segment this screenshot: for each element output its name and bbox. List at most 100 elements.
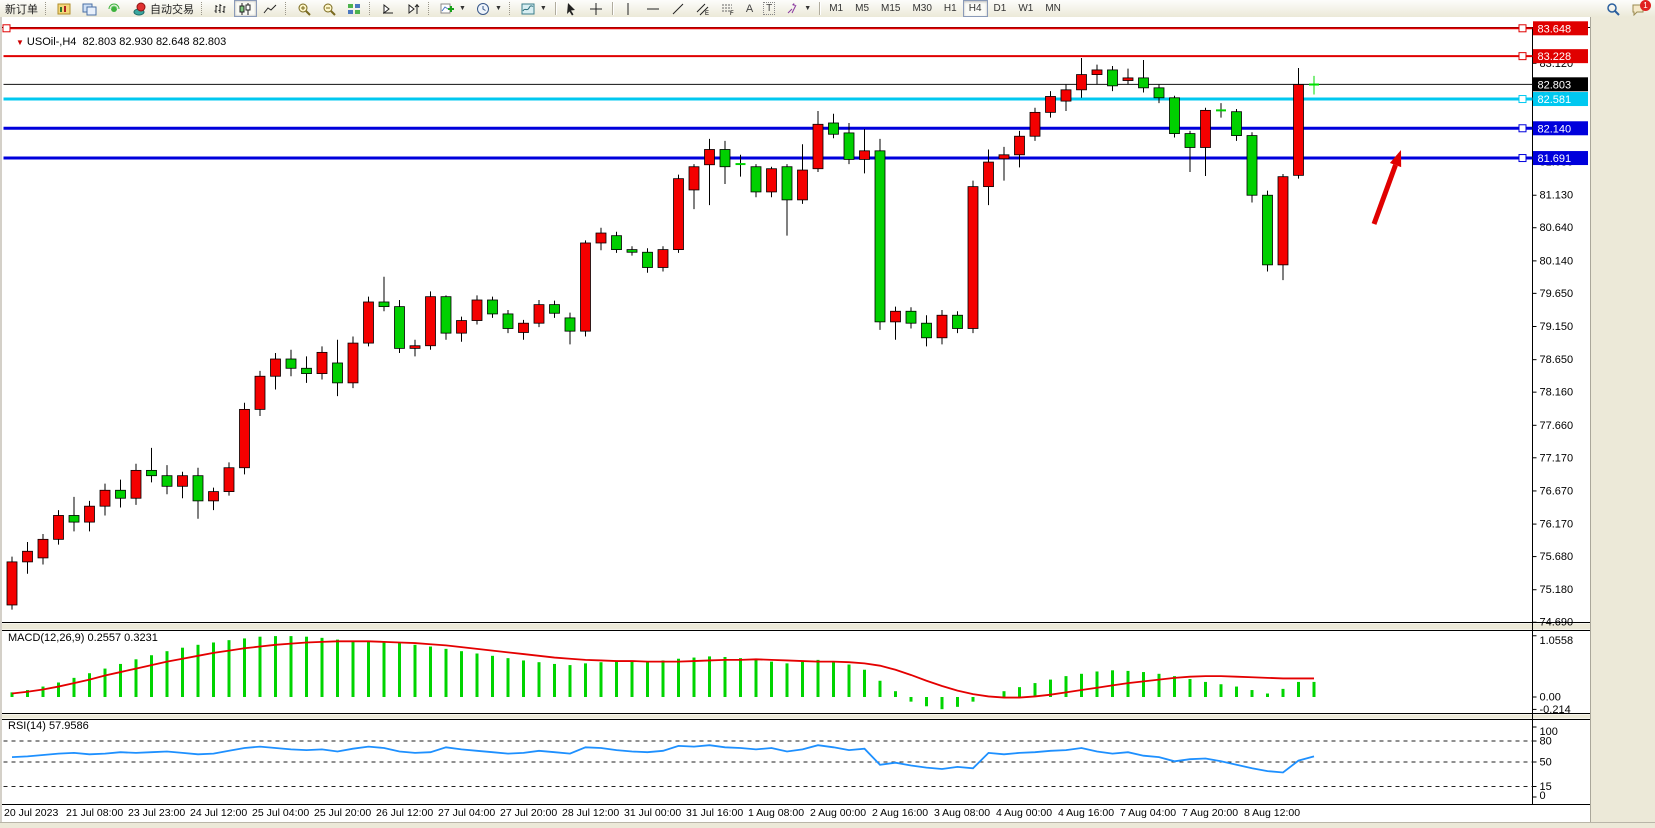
candle-body [642, 251, 653, 268]
arrows-button[interactable]: ▼ [781, 0, 815, 17]
rsi-line [11, 744, 1315, 774]
candle-body [37, 538, 49, 559]
macd-bar [1157, 673, 1161, 697]
market-watch-button[interactable] [78, 0, 101, 17]
candle-body [673, 178, 684, 251]
candle-body [440, 296, 452, 334]
timeframe-h4-button[interactable]: H4 [962, 0, 988, 17]
zoom-in-button[interactable] [293, 0, 316, 17]
candle-body [347, 342, 359, 384]
templates-button[interactable]: ▼ [517, 0, 551, 17]
text-icon: A [745, 2, 754, 15]
macd-bar [1049, 679, 1052, 697]
timeframe-w1-button[interactable]: W1 [1018, 3, 1034, 14]
macd-bar [878, 680, 882, 697]
price-chart[interactable]: 83.12082.63082.14081.63081.13080.64080.1… [2, 17, 1592, 822]
annotation-arrow-shaft [1371, 164, 1398, 225]
candle-body [611, 235, 622, 251]
timeframe-d1-button[interactable]: D1 [993, 3, 1007, 14]
macd-bar [847, 664, 851, 697]
channel-button[interactable]: E [692, 0, 715, 17]
trendline-button[interactable] [667, 0, 690, 17]
fibonacci-button[interactable]: F [717, 0, 740, 17]
macd-bar [227, 640, 231, 697]
add-indicator-button[interactable]: ▼ [436, 0, 470, 17]
timeframe-bar: M1 M5 M15 M30 H1 H4 D1 W1 MN [823, 0, 1067, 17]
horizontal-line-button[interactable] [642, 0, 665, 17]
price-badge-text: 82.140 [1538, 123, 1572, 135]
chart-window-button[interactable] [53, 0, 76, 17]
timeframe-m30-button[interactable]: M30 [912, 3, 932, 14]
macd-bar [1111, 670, 1114, 697]
candlestick-button[interactable] [234, 0, 257, 17]
candle-body [130, 469, 142, 499]
line-chart-button[interactable] [259, 0, 282, 17]
periods-button[interactable]: ▼ [472, 0, 506, 17]
toolbar-grip [369, 2, 374, 15]
signals-button[interactable] [103, 0, 126, 17]
toolbar: 新订单 自动交易 ▼ ▼ ▼ E F A T [0, 0, 1655, 18]
macd-bar [1281, 688, 1285, 697]
line-handle [1518, 124, 1527, 133]
candle-body [1169, 97, 1180, 134]
macd-bar [832, 661, 835, 697]
macd-bar [119, 663, 122, 697]
new-order-button[interactable]: 新订单 [1, 0, 42, 17]
candle-body [22, 550, 33, 563]
candle-body [983, 161, 994, 188]
time-label: 28 Jul 12:00 [562, 807, 619, 819]
text-label-button[interactable]: T [759, 0, 779, 17]
svg-text:77.660: 77.660 [1540, 420, 1574, 432]
search-button[interactable] [1602, 0, 1625, 17]
new-order-label: 新订单 [5, 3, 38, 16]
cursor-button[interactable] [560, 0, 583, 17]
candle-body [905, 310, 917, 324]
timeframe-m5-button[interactable]: M5 [855, 3, 870, 14]
candle-body [781, 166, 793, 201]
macd-bar [305, 636, 308, 697]
price-badge [1533, 21, 1588, 36]
candle-body [1045, 96, 1056, 113]
auto-scroll-button[interactable] [377, 0, 400, 17]
notifications-button[interactable]: 1 [1627, 0, 1651, 17]
candle-body [409, 345, 421, 349]
chart-shift-button[interactable] [402, 0, 425, 17]
vertical-line-button[interactable] [617, 0, 640, 17]
macd-bar [940, 697, 944, 710]
macd-bar [475, 653, 479, 697]
chart-window[interactable]: 83.12082.63082.14081.63081.13080.64080.1… [0, 17, 1592, 822]
toolbar-grip [201, 2, 206, 15]
text-button[interactable]: A [742, 0, 757, 17]
macd-bar [1266, 693, 1269, 697]
svg-text:-0.214: -0.214 [1540, 704, 1571, 716]
candle-body [1293, 84, 1304, 176]
macd-bar [522, 660, 525, 697]
candle-body [564, 317, 576, 332]
svg-text:75.680: 75.680 [1540, 551, 1574, 563]
timeframe-mn-button[interactable]: MN [1045, 3, 1061, 14]
candle-body [828, 122, 839, 135]
candle-body [316, 351, 328, 374]
bar-chart-button[interactable] [209, 0, 232, 17]
timeframe-m1-button[interactable]: M1 [829, 3, 844, 14]
candle-body [425, 296, 436, 347]
macd-bar [816, 659, 820, 697]
auto-trading-button[interactable]: 自动交易 [128, 0, 198, 17]
macd-bar [72, 677, 76, 697]
timeframe-m15-button[interactable]: M15 [881, 3, 901, 14]
chart-window-icon [57, 2, 72, 16]
crosshair-button[interactable] [585, 0, 608, 17]
tile-windows-button[interactable] [343, 0, 366, 17]
price-badge [1533, 151, 1588, 166]
timeframe-h1-button[interactable]: H1 [943, 3, 957, 14]
signal-icon [107, 2, 122, 16]
macd-bar [150, 655, 153, 697]
svg-text:76.670: 76.670 [1540, 485, 1574, 497]
macd-bar [181, 647, 184, 697]
macd-bar [103, 668, 107, 697]
status-strip [0, 822, 1655, 828]
zoom-out-button[interactable] [318, 0, 341, 17]
candle-body [797, 169, 808, 201]
candle-body [378, 301, 390, 308]
